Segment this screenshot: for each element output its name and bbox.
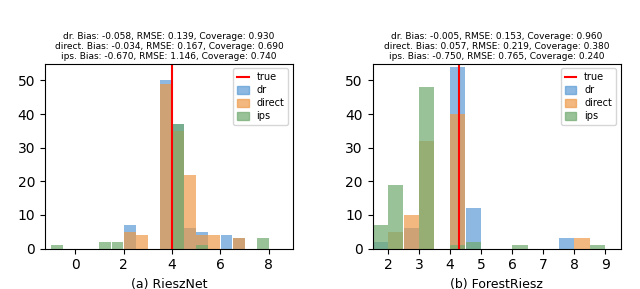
Bar bbox=[196, 235, 208, 249]
Bar bbox=[466, 208, 481, 249]
Bar bbox=[51, 245, 63, 249]
Bar bbox=[451, 67, 465, 249]
Bar bbox=[172, 124, 184, 249]
Bar bbox=[451, 245, 465, 249]
Bar bbox=[388, 232, 403, 249]
Bar bbox=[209, 235, 220, 249]
X-axis label: (b) ForestRiesz: (b) ForestRiesz bbox=[450, 278, 543, 289]
Bar bbox=[257, 238, 269, 249]
Bar bbox=[575, 238, 589, 249]
Bar bbox=[372, 225, 388, 249]
Bar bbox=[111, 242, 124, 249]
Bar bbox=[233, 238, 244, 249]
Bar bbox=[451, 114, 465, 249]
Bar bbox=[233, 238, 244, 249]
Title: dr. Bias: -0.058, RMSE: 0.139, Coverage: 0.930
direct. Bias: -0.034, RMSE: 0.167: dr. Bias: -0.058, RMSE: 0.139, Coverage:… bbox=[54, 32, 284, 62]
Bar bbox=[221, 235, 232, 249]
Bar bbox=[196, 232, 208, 249]
Bar bbox=[466, 242, 481, 249]
Bar bbox=[419, 141, 435, 249]
Bar bbox=[172, 124, 184, 249]
Bar bbox=[160, 80, 172, 249]
Bar bbox=[419, 87, 435, 249]
Bar bbox=[559, 238, 574, 249]
Bar bbox=[404, 215, 419, 249]
Bar bbox=[124, 232, 136, 249]
Legend: true, dr, direct, ips: true, dr, direct, ips bbox=[561, 68, 616, 125]
Bar bbox=[99, 242, 111, 249]
Bar bbox=[160, 84, 172, 249]
Bar bbox=[404, 228, 419, 249]
Title: dr. Bias: -0.005, RMSE: 0.153, Coverage: 0.960
direct. Bias: 0.057, RMSE: 0.219,: dr. Bias: -0.005, RMSE: 0.153, Coverage:… bbox=[384, 32, 609, 62]
Bar bbox=[590, 245, 605, 249]
Legend: true, dr, direct, ips: true, dr, direct, ips bbox=[233, 68, 288, 125]
Bar bbox=[388, 185, 403, 249]
Bar bbox=[184, 175, 196, 249]
X-axis label: (a) RieszNet: (a) RieszNet bbox=[131, 278, 207, 289]
Bar bbox=[184, 228, 196, 249]
Bar bbox=[136, 235, 148, 249]
Bar bbox=[172, 131, 184, 249]
Bar bbox=[372, 242, 388, 249]
Bar bbox=[513, 245, 527, 249]
Bar bbox=[196, 245, 208, 249]
Bar bbox=[124, 225, 136, 249]
